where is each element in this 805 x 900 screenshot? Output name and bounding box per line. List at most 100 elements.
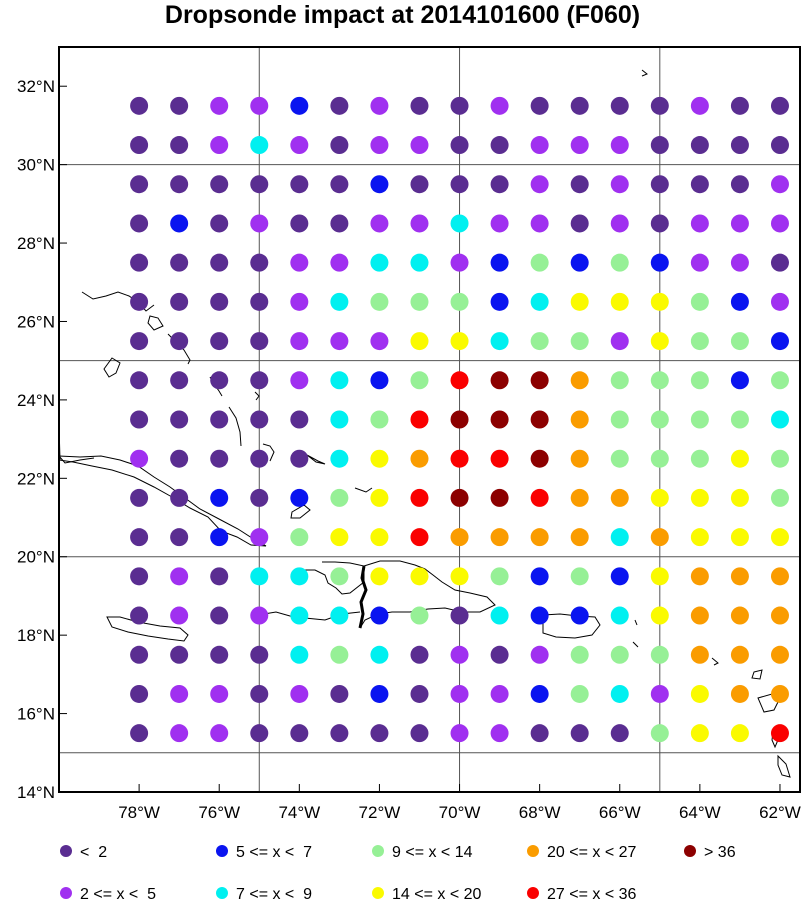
impact-point — [330, 449, 349, 468]
impact-point — [210, 96, 229, 115]
impact-point — [210, 645, 229, 664]
impact-point — [290, 96, 309, 115]
impact-point — [210, 724, 229, 743]
legend-swatch — [527, 845, 539, 857]
impact-point — [370, 371, 389, 390]
impact-point — [490, 488, 509, 507]
impact-point — [530, 606, 549, 625]
impact-point — [690, 214, 709, 233]
impact-point — [730, 528, 749, 547]
coastline-hispaniola-dr — [359, 560, 496, 629]
impact-point — [290, 567, 309, 586]
impact-point — [690, 175, 709, 194]
impact-point — [210, 606, 229, 625]
legend-label: 27 <= x < 36 — [547, 886, 637, 900]
impact-point — [210, 371, 229, 390]
legend-label: 14 <= x < 20 — [392, 886, 482, 900]
impact-point — [530, 292, 549, 311]
impact-point — [570, 214, 589, 233]
impact-point — [410, 645, 429, 664]
impact-point — [650, 645, 669, 664]
coastline-cuba-west — [59, 455, 95, 464]
impact-point — [250, 488, 269, 507]
impact-point — [130, 371, 149, 390]
impact-point — [730, 253, 749, 272]
impact-point — [370, 410, 389, 429]
impact-point — [530, 96, 549, 115]
impact-point — [730, 136, 749, 155]
legend-swatch — [216, 887, 228, 899]
impact-point — [610, 645, 629, 664]
impact-point — [770, 136, 789, 155]
impact-point — [730, 449, 749, 468]
impact-point — [410, 449, 429, 468]
coastline-turks — [306, 454, 326, 465]
impact-point — [290, 488, 309, 507]
impact-point — [490, 175, 509, 194]
impact-point — [610, 528, 629, 547]
impact-point — [770, 253, 789, 272]
impact-point — [210, 175, 229, 194]
coastline-guadeloupe — [751, 669, 763, 680]
y-tick-label: 16°N — [17, 705, 55, 724]
impact-point — [410, 528, 429, 547]
impact-point — [290, 332, 309, 351]
impact-point — [770, 214, 789, 233]
impact-point — [570, 410, 589, 429]
impact-point — [690, 136, 709, 155]
impact-point — [730, 684, 749, 703]
impact-point — [570, 488, 589, 507]
impact-point — [570, 332, 589, 351]
legend-swatch — [60, 845, 72, 857]
impact-point — [650, 488, 669, 507]
longitude-axis: 78°W 76°W 74°W 72°W 70°W 68°W 66°W 64°W 62°W — [118, 784, 801, 822]
impact-point — [170, 96, 189, 115]
impact-point — [490, 724, 509, 743]
impact-point — [290, 214, 309, 233]
impact-point — [650, 567, 669, 586]
impact-point — [170, 567, 189, 586]
impact-point — [610, 606, 629, 625]
y-tick-label: 26°N — [17, 312, 55, 331]
impact-point — [530, 645, 549, 664]
impact-point — [730, 606, 749, 625]
impact-point — [770, 567, 789, 586]
impact-point — [370, 175, 389, 194]
impact-point — [130, 96, 149, 115]
y-tick-label: 24°N — [17, 391, 55, 410]
impact-point — [410, 410, 429, 429]
impact-point — [250, 684, 269, 703]
impact-point — [330, 332, 349, 351]
impact-point — [410, 175, 429, 194]
impact-point — [330, 488, 349, 507]
legend-label: 5 <= x < 7 — [236, 844, 312, 861]
impact-point — [650, 214, 669, 233]
impact-point — [370, 292, 389, 311]
x-tick-label: 66°W — [599, 803, 641, 822]
coastline-dominica — [757, 693, 781, 713]
impact-point — [410, 332, 429, 351]
impact-point — [690, 684, 709, 703]
impact-point — [290, 410, 309, 429]
impact-point — [170, 371, 189, 390]
impact-point — [410, 292, 429, 311]
impact-point — [130, 606, 149, 625]
impact-point — [410, 214, 429, 233]
impact-point — [250, 292, 269, 311]
x-tick-label: 72°W — [359, 803, 401, 822]
impact-point — [210, 253, 229, 272]
impact-point — [410, 606, 429, 625]
impact-point — [610, 253, 629, 272]
impact-point — [410, 724, 429, 743]
impact-point — [330, 136, 349, 155]
impact-point — [770, 606, 789, 625]
legend: < 2 5 <= x < 7 9 <= x < 14 20 <= x < 27 > 36… — [60, 844, 736, 900]
impact-point — [770, 410, 789, 429]
impact-point — [730, 724, 749, 743]
impact-point — [570, 253, 589, 272]
impact-point — [530, 332, 549, 351]
impact-point — [770, 684, 789, 703]
legend-label: 9 <= x < 14 — [392, 844, 473, 861]
impact-point — [130, 488, 149, 507]
